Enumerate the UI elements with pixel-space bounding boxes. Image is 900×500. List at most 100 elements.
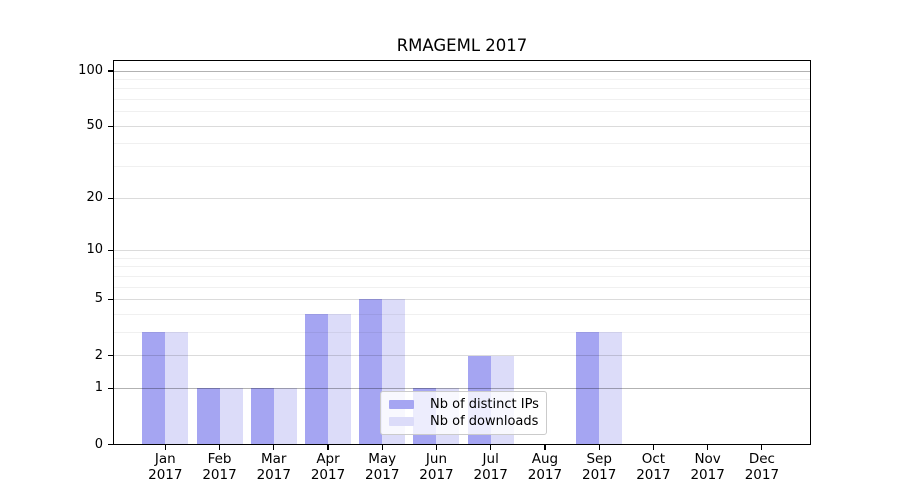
- gridline-minor-3: [114, 331, 810, 333]
- year-label: 2017: [744, 467, 780, 483]
- year-label: 2017: [527, 467, 563, 483]
- month-label: Oct: [641, 451, 666, 467]
- x-axis-tick-nov: [707, 445, 709, 450]
- bar-downloads-mar: [273, 388, 297, 445]
- month-label: Jul: [482, 451, 499, 467]
- x-axis-tick-jul: [490, 445, 492, 450]
- legend-label-distinct-ips: Nb of distinct IPs: [430, 397, 539, 412]
- month-label: Dec: [748, 451, 775, 467]
- y-axis-label-0: 0: [94, 436, 103, 452]
- x-axis-label-oct: Oct 2017: [621, 451, 685, 483]
- year-label: 2017: [365, 467, 400, 483]
- year-label: 2017: [473, 467, 508, 483]
- month-label: Feb: [207, 451, 232, 467]
- x-axis-label-nov: Nov 2017: [676, 451, 740, 483]
- gridline-5: [114, 298, 810, 300]
- x-axis-tick-jan: [164, 445, 166, 450]
- y-axis-label-50: 50: [86, 118, 103, 134]
- bar-distinct-ips-sep: [576, 332, 600, 445]
- gridline-minor-80: [114, 88, 810, 90]
- gridline-minor-90: [114, 78, 810, 80]
- gridline-minor-7: [114, 275, 810, 277]
- bar-distinct-ips-feb: [196, 388, 220, 445]
- year-label: 2017: [256, 467, 291, 483]
- y-axis-tick-0: [108, 443, 113, 446]
- gridline-10: [114, 249, 810, 251]
- y-axis-tick-1: [108, 387, 113, 389]
- y-axis-tick-5: [108, 298, 113, 301]
- gridline-minor-70: [114, 99, 810, 101]
- month-label: Nov: [694, 451, 721, 467]
- month-label: Jun: [425, 451, 448, 467]
- bar-distinct-ips-jan: [142, 332, 166, 445]
- gridline-minor-8: [114, 266, 810, 268]
- y-axis-tick-10: [108, 249, 113, 252]
- legend-item-downloads: Nb of downloads: [389, 413, 538, 430]
- x-axis-tick-feb: [218, 445, 221, 450]
- year-label: 2017: [690, 467, 725, 483]
- gridline-1: [114, 387, 810, 389]
- bar-downloads-jan: [165, 332, 189, 445]
- bar-downloads-sep: [599, 332, 623, 445]
- year-label: 2017: [310, 467, 346, 483]
- gridline-minor-9: [114, 257, 810, 259]
- x-axis-tick-dec: [761, 445, 763, 450]
- x-axis-label-sep: Sep 2017: [567, 451, 631, 483]
- legend-item-distinct-ips: Nb of distinct IPs: [389, 396, 539, 413]
- x-axis-label-mar: Mar 2017: [242, 451, 306, 483]
- month-label: Sep: [586, 451, 612, 467]
- gridline-20: [114, 197, 810, 199]
- x-axis-label-jan: Jan 2017: [133, 451, 197, 483]
- y-axis-label-10: 10: [86, 242, 103, 258]
- x-axis-tick-sep: [598, 445, 600, 450]
- gridline-minor-4: [114, 313, 810, 315]
- bar-distinct-ips-may: [359, 299, 383, 445]
- month-label: Aug: [531, 451, 559, 467]
- bar-downloads-feb: [219, 388, 243, 445]
- legend-swatch-downloads: [389, 417, 414, 426]
- y-axis-tick-2: [108, 354, 113, 357]
- gridline-minor-6: [114, 286, 810, 288]
- gridline-minor-30: [114, 166, 810, 168]
- month-label: May: [368, 451, 397, 467]
- year-label: 2017: [148, 467, 183, 483]
- x-axis-label-dec: Dec 2017: [730, 451, 794, 483]
- y-axis-label-100: 100: [78, 63, 103, 78]
- y-axis-label-1: 1: [94, 380, 103, 396]
- month-label: Apr: [316, 451, 340, 467]
- x-axis-tick-aug: [544, 445, 546, 450]
- x-axis-label-jun: Jun 2017: [404, 451, 468, 483]
- gridline-minor-60: [114, 111, 810, 113]
- chart-title: RMAGEML 2017: [396, 36, 528, 55]
- month-label: Mar: [261, 451, 287, 467]
- month-label: Jan: [154, 451, 176, 467]
- gridline-2: [114, 355, 810, 357]
- year-label: 2017: [419, 467, 454, 483]
- legend-label-downloads: Nb of downloads: [430, 414, 539, 429]
- x-axis-tick-may: [381, 445, 383, 450]
- y-axis-label-5: 5: [94, 291, 103, 307]
- y-axis-tick-20: [108, 197, 113, 199]
- bar-distinct-ips-mar: [250, 388, 274, 445]
- y-axis-label-2: 2: [94, 347, 103, 363]
- gridline-minor-40: [114, 143, 810, 145]
- bar-downloads-apr: [328, 314, 351, 445]
- gridline-50: [114, 125, 810, 127]
- x-axis-label-jul: Jul 2017: [459, 451, 523, 483]
- bar-distinct-ips-apr: [305, 314, 328, 445]
- gridline-100: [114, 70, 810, 72]
- legend-swatch-distinct-ips: [389, 400, 414, 409]
- year-label: 2017: [202, 467, 237, 483]
- x-axis-label-apr: Apr 2017: [296, 451, 360, 483]
- x-axis-tick-mar: [273, 445, 275, 450]
- x-axis-label-may: May 2017: [350, 451, 414, 483]
- x-axis-label-feb: Feb 2017: [188, 451, 252, 483]
- x-axis-tick-jun: [435, 445, 438, 450]
- x-axis-tick-oct: [652, 445, 654, 450]
- x-axis-tick-apr: [327, 445, 329, 450]
- legend: Nb of distinct IPs Nb of downloads: [380, 391, 547, 435]
- x-axis-label-aug: Aug 2017: [513, 451, 577, 483]
- y-axis-tick-100: [108, 70, 113, 72]
- plot-border: [113, 60, 811, 445]
